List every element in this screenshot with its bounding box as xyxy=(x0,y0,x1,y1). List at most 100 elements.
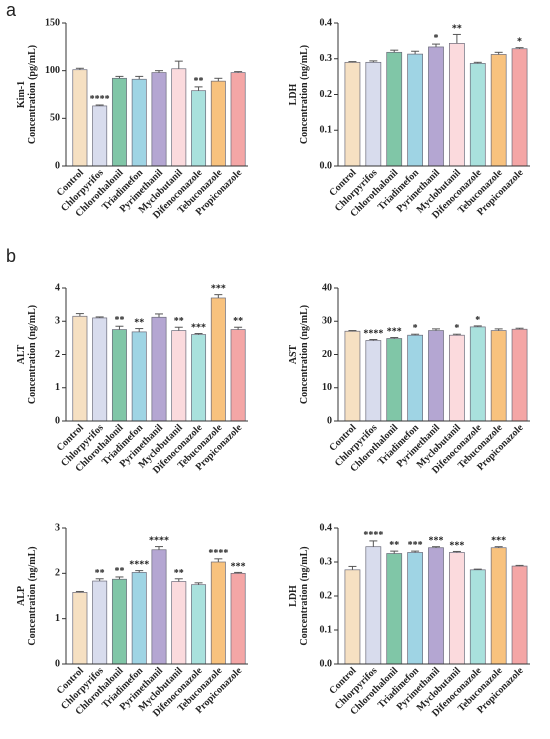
significance-label: *** xyxy=(449,540,464,551)
y-tick-label: 3 xyxy=(55,522,60,533)
y-axis-label: Concentration (ng/mL) xyxy=(299,546,310,645)
bar xyxy=(365,546,382,665)
y-tick-label: 0.4 xyxy=(320,522,333,533)
bar xyxy=(72,69,88,167)
bar xyxy=(171,330,187,422)
bar xyxy=(230,72,246,167)
bar xyxy=(469,326,486,422)
significance-label: ** xyxy=(95,568,105,579)
y-tick-label: 0.2 xyxy=(320,89,333,100)
significance-label: *** xyxy=(408,540,423,551)
bar xyxy=(511,48,528,167)
bar xyxy=(230,329,246,422)
bar xyxy=(428,330,444,422)
y-tick-label: 100 xyxy=(45,65,60,76)
significance-label: ** xyxy=(194,76,204,87)
significance-label: ** xyxy=(452,23,462,34)
bar xyxy=(230,572,246,665)
bar xyxy=(344,330,361,422)
panel-label: b xyxy=(6,246,16,266)
significance-label: * xyxy=(434,33,439,44)
bar xyxy=(449,43,465,167)
significance-label: *** xyxy=(231,561,246,572)
significance-label: *** xyxy=(211,284,226,295)
y-tick-label: 0.2 xyxy=(320,590,333,601)
y-tick-label: 0 xyxy=(55,160,60,171)
bar xyxy=(469,569,486,665)
bar xyxy=(72,315,88,422)
significance-label: **** xyxy=(208,548,228,559)
bar xyxy=(111,329,127,422)
panel-label: a xyxy=(6,0,17,20)
bar xyxy=(386,553,403,665)
significance-label: **** xyxy=(363,329,383,340)
bar xyxy=(469,63,486,167)
bar xyxy=(365,61,382,167)
y-tick-label: 0.3 xyxy=(320,53,333,64)
bar xyxy=(428,46,444,167)
y-tick-label: 2 xyxy=(55,349,60,360)
y-tick-label: 30 xyxy=(322,316,332,327)
y-tick-label: 40 xyxy=(322,282,332,293)
y-axis-label: ALT xyxy=(16,344,27,364)
bar xyxy=(407,552,423,665)
y-tick-label: 3 xyxy=(55,316,60,327)
y-tick-label: 4 xyxy=(55,282,60,293)
significance-label: ** xyxy=(233,316,243,327)
bar xyxy=(131,572,147,665)
significance-label: **** xyxy=(129,560,149,571)
bar xyxy=(191,334,207,422)
y-tick-label: 0 xyxy=(55,658,60,669)
y-tick-label: 150 xyxy=(45,17,60,28)
y-tick-label: 1 xyxy=(55,382,60,393)
bar-chart: Kim-1 Concentration (pg/mL)050100150Contr… xyxy=(16,17,248,221)
bar xyxy=(191,90,207,167)
y-axis-label: AST xyxy=(288,344,299,364)
bar xyxy=(131,331,147,422)
bar xyxy=(151,72,167,167)
bar xyxy=(511,565,528,665)
y-tick-label: 0 xyxy=(327,415,332,426)
significance-label: *** xyxy=(491,536,506,547)
bar xyxy=(210,80,226,167)
y-tick-label: 0.3 xyxy=(320,556,333,567)
bar-chart: LDH Concentration (ng/mL)0.00.10.20.30.4C… xyxy=(288,17,530,221)
y-axis-label: Concentration (ng/mL) xyxy=(27,546,38,645)
y-tick-label: 0.0 xyxy=(320,160,333,171)
significance-label: **** xyxy=(149,536,169,547)
bar xyxy=(490,54,507,167)
significance-label: *** xyxy=(387,327,402,338)
bar xyxy=(407,53,423,167)
significance-label: *** xyxy=(191,323,206,334)
y-tick-label: 10 xyxy=(322,382,332,393)
bar xyxy=(191,584,207,665)
bar xyxy=(111,578,127,665)
y-tick-label: 0.1 xyxy=(320,125,333,136)
significance-label: *** xyxy=(429,536,444,547)
bar xyxy=(511,328,528,422)
bar xyxy=(151,316,167,422)
y-tick-label: 0.0 xyxy=(320,658,333,669)
y-tick-label: 20 xyxy=(322,349,332,360)
y-axis-label: LDH xyxy=(288,585,299,607)
bar xyxy=(171,68,187,167)
bar-chart: ALP Concentration (ng/mL)0123Control**Chl… xyxy=(16,522,248,719)
y-axis-label: Concentration (ng/mL) xyxy=(27,305,38,404)
significance-label: ** xyxy=(114,315,124,326)
y-tick-label: 0 xyxy=(55,415,60,426)
significance-label: ** xyxy=(114,566,124,577)
bar xyxy=(210,561,226,665)
significance-label: ** xyxy=(174,568,184,579)
significance-label: **** xyxy=(363,530,383,541)
bar xyxy=(72,592,88,665)
y-tick-label: 1 xyxy=(55,613,60,624)
significance-label: ** xyxy=(134,318,144,329)
bar-chart: AST Concentration (ng/mL)010203040Control… xyxy=(288,282,530,476)
significance-label: **** xyxy=(90,94,110,105)
bar xyxy=(449,334,465,422)
bar xyxy=(92,580,108,665)
y-axis-label: LDH xyxy=(288,83,299,105)
bar xyxy=(92,317,108,422)
significance-label: ** xyxy=(174,316,184,327)
bar xyxy=(386,338,403,422)
